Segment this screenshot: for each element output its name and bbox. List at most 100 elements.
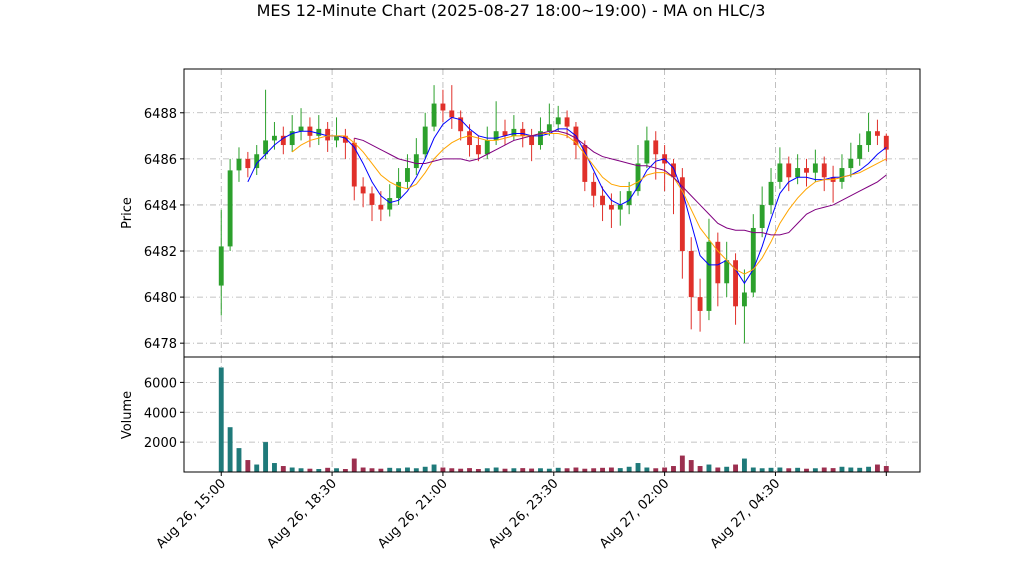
y-tick-label: 6480: [144, 291, 177, 306]
candle-body: [263, 140, 269, 155]
candle-body: [821, 163, 827, 178]
volume-bar: [405, 467, 410, 472]
candle-body: [617, 204, 623, 210]
volume-bar: [467, 468, 472, 472]
candle-body: [413, 154, 419, 169]
y-tick-label: 6000: [144, 376, 177, 391]
volume-bar: [804, 468, 809, 472]
candle-body: [493, 131, 499, 141]
candle-body: [351, 142, 357, 187]
volume-bar: [573, 467, 579, 472]
volume-bar: [741, 458, 747, 472]
candle-body: [431, 103, 437, 127]
volume-bar: [644, 467, 650, 472]
volume-bar: [582, 468, 588, 472]
volume-bar: [688, 460, 694, 472]
moving-average-line: [291, 133, 887, 275]
volume-bar: [449, 468, 455, 472]
volume-bar: [600, 467, 605, 472]
volume-bar: [848, 467, 854, 472]
volume-bar: [484, 468, 490, 472]
candle-body: [475, 145, 481, 155]
candle-body: [839, 168, 845, 182]
candle-body: [316, 128, 322, 136]
candle-body: [600, 195, 605, 205]
volume-bar: [546, 468, 552, 472]
volume-bar: [608, 467, 614, 472]
candle-body: [715, 241, 721, 284]
candle-body: [298, 126, 304, 132]
volume-bar: [777, 467, 783, 472]
volume-bar: [679, 455, 685, 472]
candle-body: [812, 163, 818, 173]
candle-body: [236, 158, 242, 171]
candle-body: [671, 163, 676, 178]
volume-bar: [750, 467, 756, 472]
volume-bar: [529, 468, 535, 472]
volume-bar: [874, 464, 880, 472]
candle-body: [440, 103, 446, 111]
volume-bar: [378, 468, 384, 472]
candle-body: [777, 163, 783, 182]
candle-body: [635, 163, 641, 192]
y-tick-label: 6486: [144, 153, 177, 168]
volume-bar: [671, 466, 676, 472]
volume-bar: [334, 468, 339, 472]
volume-bar: [821, 467, 827, 472]
candle-body: [795, 168, 801, 178]
candle-body: [591, 181, 597, 196]
volume-bar: [538, 468, 543, 472]
volume-bar: [263, 442, 269, 472]
volume-bar: [591, 468, 597, 472]
volume-bar: [697, 466, 703, 472]
candle-body: [254, 154, 260, 169]
volume-bar: [662, 467, 668, 472]
volume-bar: [715, 467, 721, 472]
volume-bar: [280, 466, 286, 472]
volume-panel-frame: [183, 356, 921, 473]
y-tick-label: 6478: [144, 337, 177, 352]
candle-body: [245, 158, 251, 169]
candle-body: [750, 227, 756, 293]
candle-body: [467, 131, 472, 146]
x-tick-label: Aug 26, 23:30: [486, 476, 562, 552]
volume-bar: [307, 468, 313, 472]
volume-bar: [236, 448, 242, 472]
candle-body: [449, 110, 455, 118]
volume-bar: [520, 468, 526, 472]
volume-bar: [289, 467, 295, 472]
volume-axis-label: Volume: [120, 391, 135, 439]
candle-body: [334, 135, 339, 141]
volume-bar: [653, 468, 659, 472]
y-tick-label: 6482: [144, 245, 177, 260]
candle-body: [458, 117, 464, 132]
volume-bar: [458, 468, 464, 472]
candle-body: [857, 145, 863, 159]
volume-bar: [502, 468, 508, 472]
candle-body: [387, 198, 393, 210]
x-tick-label: Aug 26, 15:00: [154, 476, 230, 552]
volume-bar: [724, 466, 730, 472]
y-tick-label: 4000: [144, 406, 177, 421]
x-tick-label: Aug 27, 04:30: [708, 476, 784, 552]
candle-body: [706, 241, 712, 311]
volume-bar: [351, 458, 357, 472]
volume-bar: [706, 464, 712, 472]
volume-bar: [316, 469, 322, 472]
price-axis-label: Price: [120, 197, 135, 229]
candle-body: [538, 131, 543, 146]
x-tick-label: Aug 27, 02:00: [597, 476, 673, 552]
candle-body: [289, 131, 295, 146]
volume-bar: [245, 460, 251, 472]
volume-bar: [564, 468, 570, 472]
volume-bar: [369, 468, 375, 472]
candle-body: [582, 145, 588, 182]
volume-bar: [387, 467, 393, 472]
candle-body: [866, 131, 872, 146]
volume-bar: [422, 466, 428, 472]
candle-body: [741, 292, 747, 307]
y-tick-label: 6484: [144, 199, 177, 214]
y-tick-label: 6488: [144, 107, 177, 122]
candle-body: [688, 251, 694, 298]
volume-bar: [272, 463, 277, 472]
